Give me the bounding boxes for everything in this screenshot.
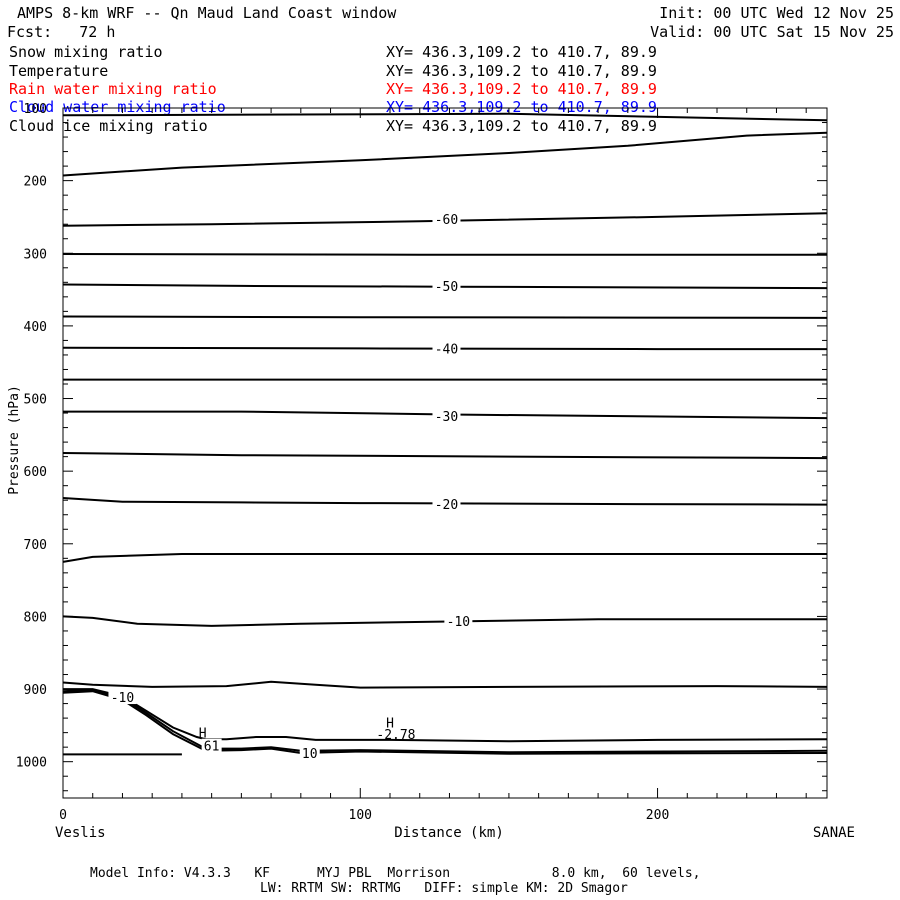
header-valid: Valid: 00 UTC Sat 15 Nov 25: [650, 23, 894, 41]
contour-line: [62, 283, 828, 290]
contour-label-bg: [201, 738, 222, 753]
contour-label-bg: [299, 745, 320, 760]
extremum-label: H: [386, 716, 394, 731]
field-label: Cloud water mixing ratio: [9, 98, 226, 116]
y-axis-label: Pressure (hPa): [7, 385, 22, 495]
contour-line: [62, 497, 828, 506]
contour-label-bg: [432, 496, 461, 511]
field-label: Cloud ice mixing ratio: [9, 117, 208, 135]
field-label: Rain water mixing ratio: [9, 80, 217, 98]
field-xy: XY= 436.3,109.2 to 410.7, 89.9: [386, 62, 657, 80]
contour-label-bg: [432, 341, 461, 356]
field-label: Temperature: [9, 62, 109, 80]
x-tick-label: 100: [349, 808, 372, 823]
y-tick-label: 700: [24, 538, 47, 553]
contour-line: [62, 112, 828, 122]
contour-line: [62, 315, 828, 319]
field-label: Snow mixing ratio: [9, 43, 163, 61]
contour-label-bg: [108, 690, 137, 705]
extremum-label: -2.78: [376, 728, 415, 743]
header-title: AMPS 8-km WRF -- Qn Maud Land Coast wind…: [17, 4, 397, 22]
contour-line: [62, 690, 828, 755]
x-tick-label: 0: [59, 808, 67, 823]
field-xy: XY= 436.3,109.2 to 410.7, 89.9: [386, 117, 657, 135]
contour-label: 61: [204, 740, 220, 755]
contour-line: [62, 212, 828, 227]
header-init: Init: 00 UTC Wed 12 Nov 25: [659, 4, 894, 22]
contour-label: -20: [435, 498, 458, 513]
contour-line: [62, 615, 827, 627]
contour-line: [62, 688, 828, 754]
contour-line: [62, 346, 827, 351]
y-tick-label: 200: [24, 175, 47, 190]
contour-line: [62, 131, 828, 177]
header-fcst: Fcst: 72 h: [7, 23, 116, 41]
contour-label: -10: [447, 615, 470, 630]
y-tick-label: 900: [24, 683, 47, 698]
y-tick-label: 500: [24, 393, 47, 408]
extremum-label: H: [199, 727, 207, 742]
y-tick-label: 800: [24, 610, 47, 625]
contour-label: -40: [435, 342, 458, 357]
plot-frame: [62, 107, 828, 799]
contour-label: -50: [435, 280, 458, 295]
contour-label: 10: [302, 747, 318, 762]
contour-label: -10: [111, 691, 134, 706]
y-tick-label: 600: [24, 465, 47, 480]
contour-label-bg: [432, 278, 461, 293]
footer-physics-info: LW: RRTM SW: RRTMG DIFF: simple KM: 2D S…: [260, 881, 628, 896]
x-endpoint-right-label: SANAE: [813, 825, 855, 841]
contour-line: [62, 253, 827, 256]
y-tick-label: 400: [24, 320, 47, 335]
y-tick-label: 300: [24, 247, 47, 262]
footer-model-info: Model Info: V4.3.3 KF MYJ PBL Morrison 8…: [90, 866, 701, 881]
contour-line: [62, 553, 827, 563]
y-tick-label: 1000: [16, 756, 47, 771]
contour-line: [62, 680, 828, 689]
contour-line: [63, 410, 828, 420]
contour-label-bg: [444, 613, 473, 628]
contour-label-bg: [432, 212, 461, 227]
contour-label: -30: [435, 410, 458, 425]
contour-label-bg: [432, 408, 461, 423]
contour-label: -60: [435, 213, 458, 228]
contour-line: [62, 452, 828, 460]
x-tick-label: 200: [646, 808, 669, 823]
field-xy: XY= 436.3,109.2 to 410.7, 89.9: [386, 80, 657, 98]
x-axis-label: Distance (km): [394, 825, 504, 841]
y-tick-label: 100: [24, 102, 47, 117]
x-endpoint-left-label: Veslis: [55, 825, 106, 841]
field-xy: XY= 436.3,109.2 to 410.7, 89.9: [386, 43, 657, 61]
